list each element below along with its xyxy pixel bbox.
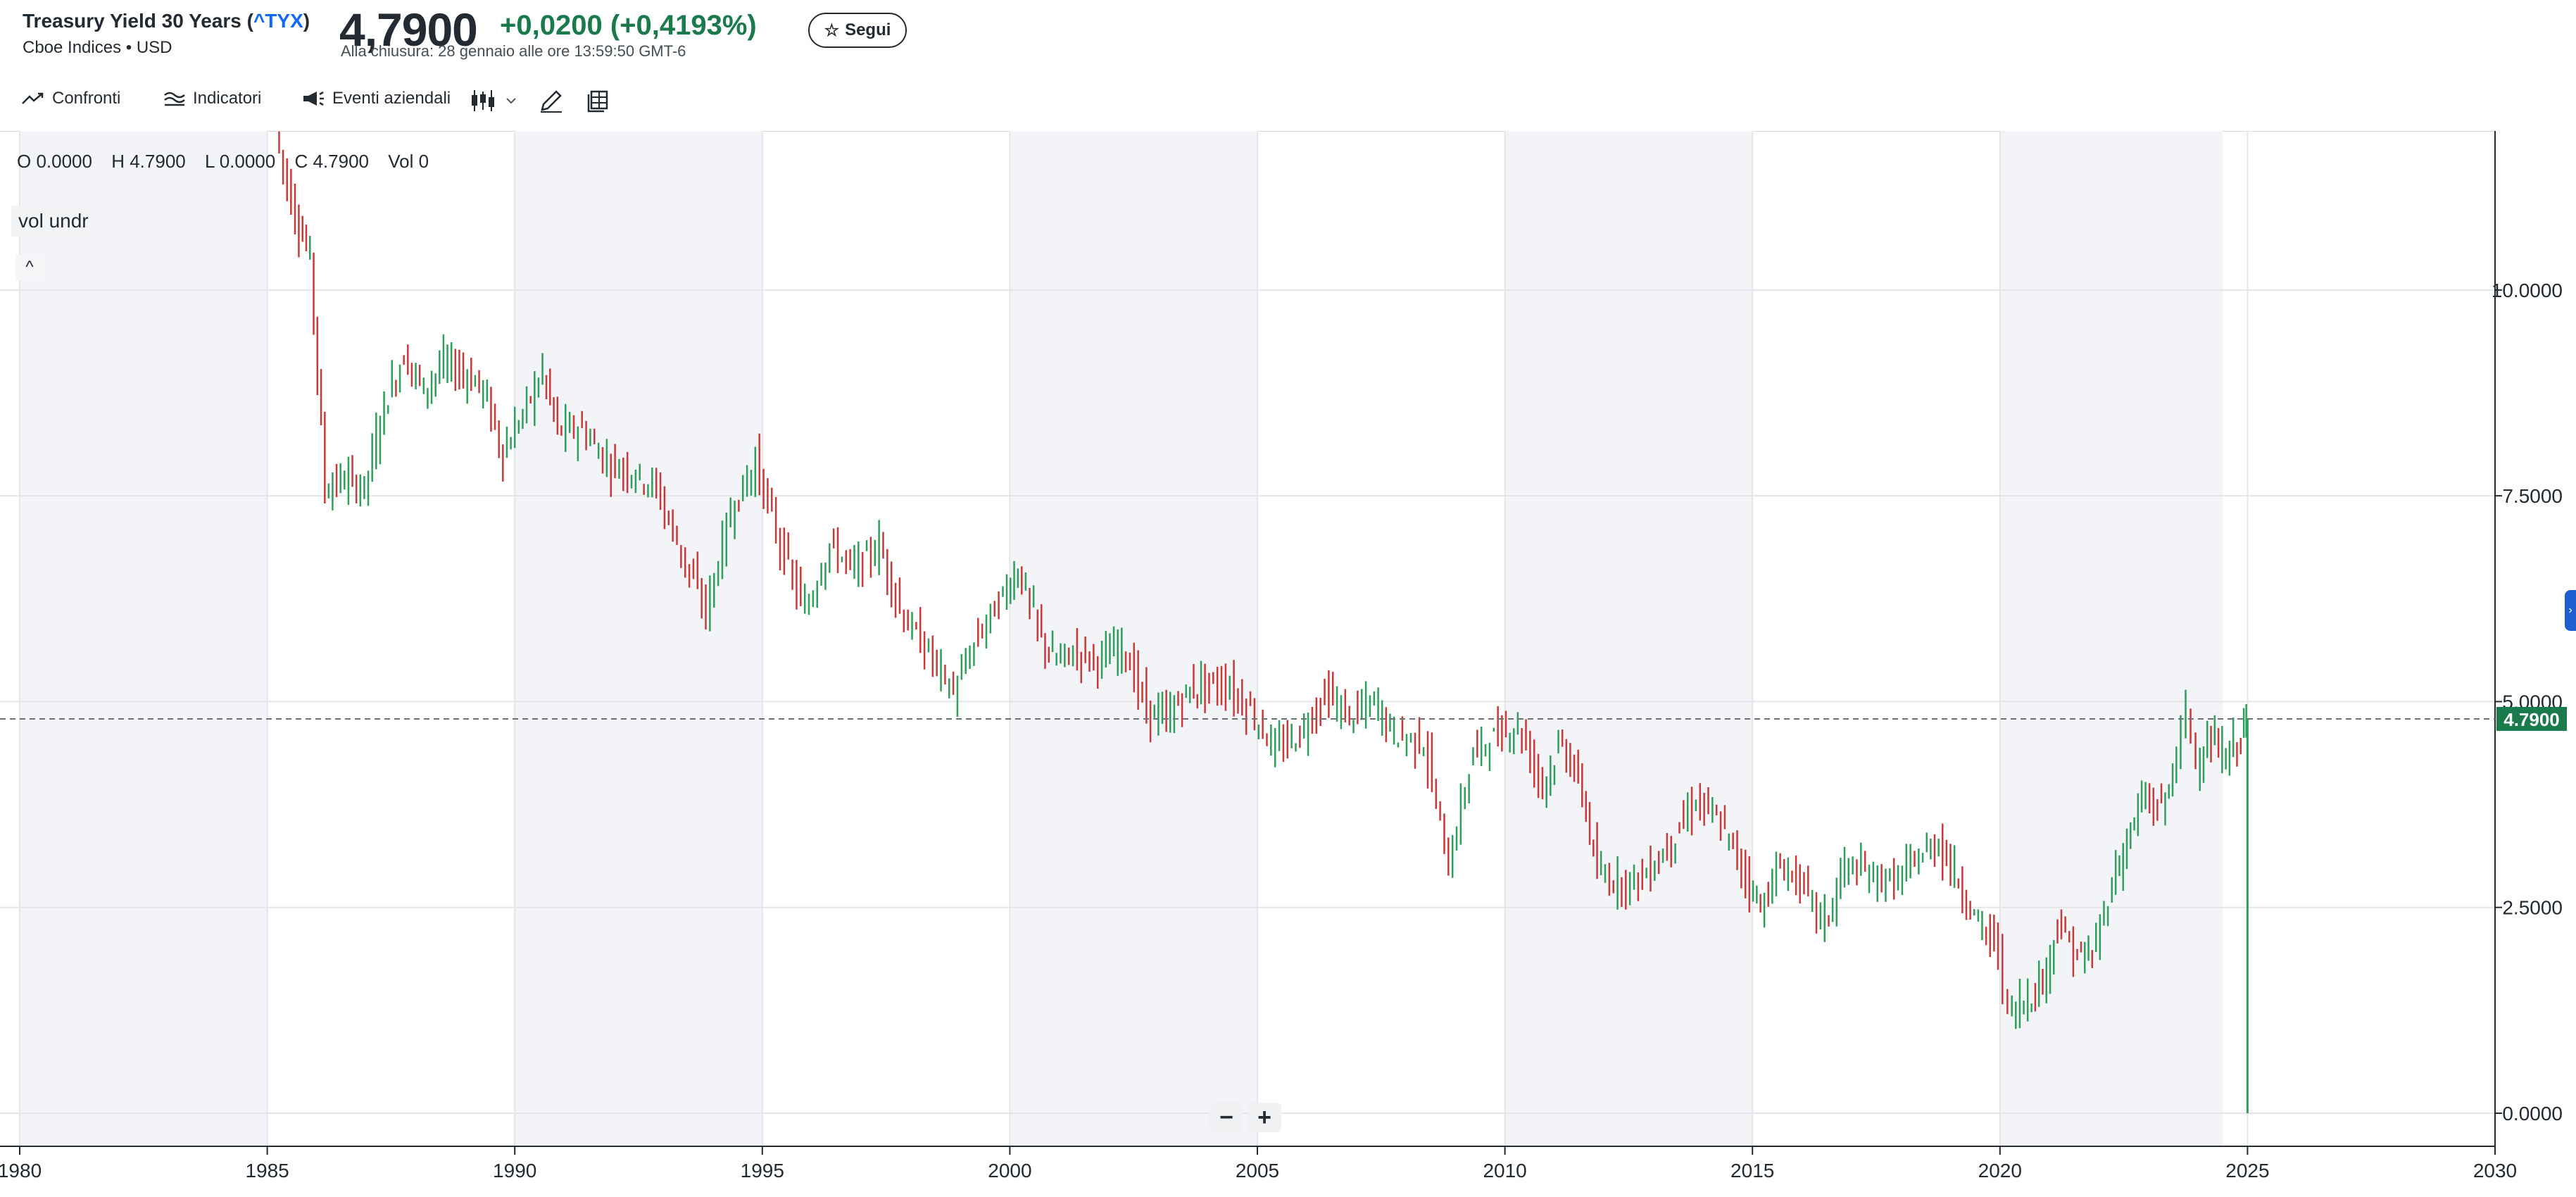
collapse-legend-button[interactable]: ^ — [15, 255, 44, 280]
volume-value: Vol 0 — [388, 151, 429, 172]
table-icon — [586, 89, 610, 113]
star-icon: ☆ — [824, 20, 840, 40]
quote-title: Treasury Yield 30 Years (^TYX) — [23, 10, 310, 32]
change-percent: (+0,4193%) — [610, 10, 757, 41]
shaded-period-4 — [1999, 131, 2223, 1146]
x-tick-label: 2015 — [1730, 1160, 1774, 1182]
last-price: 4,7900 — [339, 4, 478, 56]
high-value: H 4.7900 — [111, 151, 186, 172]
megaphone-icon — [301, 90, 325, 107]
x-tick-label: 1990 — [493, 1160, 536, 1182]
indicators-icon — [163, 91, 186, 106]
zoom-in-button[interactable]: + — [1248, 1103, 1281, 1132]
follow-button[interactable]: ☆ Segui — [808, 13, 907, 48]
ohlc-legend: O 0.0000 H 4.7900 L 0.0000 C 4.7900 Vol … — [17, 151, 443, 173]
table-view-button[interactable] — [586, 89, 610, 113]
indicators-button[interactable]: Indicatori — [163, 89, 261, 108]
quote-name: Treasury Yield 30 Years ( — [23, 10, 253, 32]
follow-label: Segui — [845, 20, 891, 39]
price-change: +0,0200 (+0,4193%) — [500, 10, 757, 42]
y-tick-label: 10.0000 — [2492, 280, 2563, 301]
x-tick-label: 2020 — [1978, 1160, 2022, 1182]
x-tick-label: 2025 — [2225, 1160, 2269, 1182]
quote-header: Treasury Yield 30 Years (^TYX) Cboe Indi… — [0, 0, 2576, 77]
x-tick-label: 2005 — [1236, 1160, 1279, 1182]
x-tick-label: 1985 — [245, 1160, 289, 1182]
open-value: O 0.0000 — [17, 151, 92, 172]
low-value: L 0.0000 — [204, 151, 276, 172]
zoom-out-button[interactable]: − — [1210, 1103, 1243, 1132]
quote-name-close: ) — [303, 10, 310, 32]
pencil-icon — [538, 89, 563, 114]
x-tick-label: 1995 — [741, 1160, 784, 1182]
chevron-down-icon — [505, 97, 517, 104]
close-value: C 4.7900 — [294, 151, 369, 172]
y-tick-label: 0.0000 — [2502, 1103, 2563, 1124]
events-label: Eventi aziendali — [332, 89, 451, 108]
exchange-currency: Cboe Indices • USD — [23, 38, 172, 57]
last-price-label: 4.7900 — [2503, 709, 2560, 730]
y-tick-label: 2.5000 — [2502, 897, 2563, 919]
shaded-period-0 — [20, 131, 268, 1146]
candlestick-icon — [470, 89, 498, 113]
chart-toolbar: Confronti Indicatori Eventi aziendali — [0, 83, 2576, 123]
compare-button[interactable]: Confronti — [21, 89, 120, 108]
change-value: +0,0200 — [500, 10, 603, 41]
ticker-symbol[interactable]: ^TYX — [253, 10, 303, 32]
events-button[interactable]: Eventi aziendali — [301, 89, 451, 108]
shaded-period-1 — [515, 131, 762, 1146]
shaded-period-3 — [1504, 131, 1753, 1146]
side-panel-toggle[interactable]: › — [2565, 590, 2576, 631]
x-tick-label: 2030 — [2473, 1160, 2517, 1182]
compare-icon — [21, 91, 45, 106]
shaded-period-2 — [1010, 131, 1257, 1146]
indicators-label: Indicatori — [193, 89, 262, 108]
x-tick-label: 1980 — [0, 1160, 42, 1182]
y-tick-label: 7.5000 — [2502, 485, 2563, 507]
x-tick-label: 2000 — [988, 1160, 1031, 1182]
compare-label: Confronti — [52, 89, 121, 108]
draw-button[interactable] — [538, 89, 563, 114]
volume-study-label[interactable]: vol undr — [11, 206, 96, 237]
last-price-badge — [2496, 706, 2567, 731]
market-time: Alla chiusura: 28 gennaio alle ore 13:59… — [341, 42, 686, 60]
x-tick-label: 2010 — [1483, 1160, 1526, 1182]
chart-type-button[interactable] — [470, 89, 517, 113]
